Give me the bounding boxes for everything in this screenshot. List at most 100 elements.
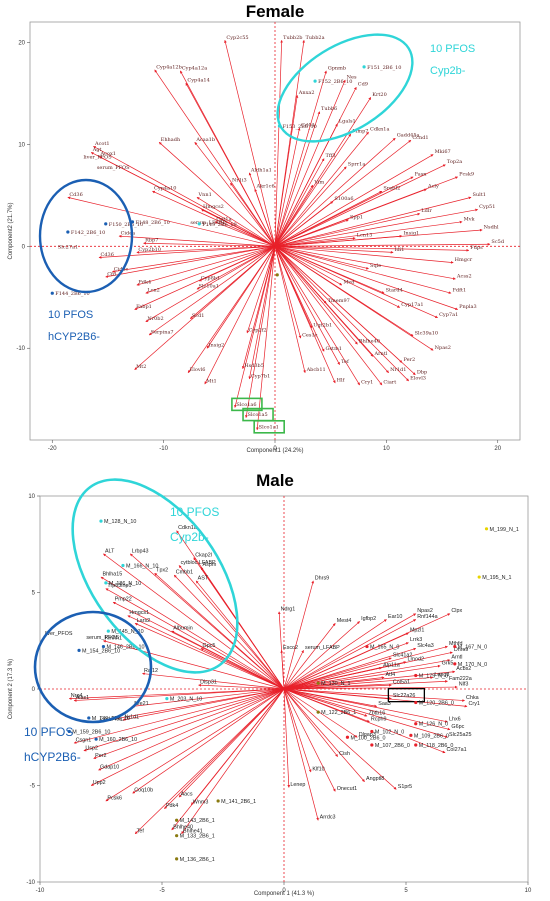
loading-arrow [196,197,276,247]
variable-label: Acly [427,184,439,190]
loading-arrow [274,131,369,247]
sample-label: M_145_N_10 [111,629,143,635]
loading-arrow [274,236,356,247]
variable-label: Vnn1 [198,192,212,198]
variable-label: Arrdc3 [320,815,336,821]
variable-label: Hmgcs1 [129,610,149,616]
y-tick-label: -10 [16,346,25,352]
loading-arrow [105,588,285,690]
sample-label: M_102_N_0 [375,729,404,735]
variable-label: Tef [341,359,350,365]
loading-arrow [274,166,347,247]
y-axis-label: Component 2 (17.3 %) [8,659,14,719]
loading-arrow [100,576,285,690]
loading-arrow [283,619,417,690]
variable-label: Csgn1 [76,738,92,744]
variable-label: Tubb2b [283,35,302,41]
sample-label: M_179_N_0 [419,673,448,679]
variable-label: Coq10b [134,788,153,794]
loading-arrow [103,553,285,690]
sample-label: M_133_2B6_1 [180,834,215,840]
variable-label: Mvd [343,280,355,286]
variable-label: Nr1d1 [124,714,139,720]
variable-label: Igfbp2 [361,616,376,622]
variable-label: Scd1 [192,313,205,319]
sample-point [99,519,103,523]
variable-label: Slco1a5 [248,412,268,418]
sample-label: M_167_N_0 [458,645,487,651]
variable-label: Rcph9 [371,716,387,722]
variable-label: Lmod2 [408,656,424,662]
variable-label: Elovl3 [410,375,426,381]
loading-arrow [67,196,276,247]
variable-label: Stard4 [386,288,403,294]
variable-label: Nr1i3 [232,178,247,184]
variable-label: serum_LFABP [305,645,340,651]
loading-arrow [105,245,276,278]
variable-label: Insig1 [403,231,419,237]
variable-label: Lgals1 [339,118,356,124]
variable-label: Cyp4a12a [182,65,207,71]
sample-label: M_165_N_0 [370,645,399,651]
loading-arrow [274,245,385,294]
sample-label: M_120_2B6_0 [419,701,454,707]
x-tick-label: 10 [383,446,390,452]
variable-label: serum_LFABP [190,220,226,226]
group-annotation: 10 PFOS [430,43,475,55]
loading-arrow [154,572,285,690]
loading-arrow [274,246,434,351]
sample-label: M_122_2B6_1 [321,710,356,716]
variable-label: Hmgcr [455,257,473,263]
loading-arrow [198,245,276,282]
variable-label: Zbtb16 [368,711,385,717]
loading-arrow [283,688,446,754]
sample-point [275,273,279,277]
variable-label: Upp2 [93,780,106,786]
loading-arrow [274,97,372,247]
loading-arrow [283,688,448,723]
loading-arrow [283,651,453,690]
loading-arrow [158,141,276,247]
variable-label: Gpc5 [203,643,216,649]
loading-arrow [118,234,276,247]
variable-label: Ear10 [388,614,402,620]
loading-arrow [136,245,276,254]
sample-point [414,700,418,705]
loading-arrow [134,623,285,690]
variable-label: cytbloc.LFABP [181,560,216,566]
variable-label: Krt20 [372,92,387,98]
variable-label: Cyp4a12b [156,64,182,70]
variable-label: Tubb2a [305,35,324,41]
loading-arrow [274,246,302,339]
sample-label: F151_2B6_10 [367,65,401,71]
sample-label: F149_2B6_10 [202,222,236,228]
loading-arrow [194,141,276,247]
variable-label: Bhlhe41 [183,828,203,834]
sample-point [453,662,457,666]
loading-arrow [283,685,458,690]
loading-arrow [132,688,285,794]
variable-label: Nr0b2 [147,316,163,322]
loading-arrow [283,580,315,690]
variable-label: Atf4 [386,672,396,678]
variable-label: serum_PFOS [97,165,130,171]
loading-arrow [283,688,397,790]
x-tick-label: 10 [525,888,532,894]
variable-label: Serpina7 [151,329,174,335]
variable-label: Per2 [403,357,415,363]
loading-arrow [274,79,346,247]
y-tick-label: -5 [30,784,36,790]
loading-arrow [187,246,276,374]
variable-label: Vim [313,180,324,186]
loading-arrow [283,679,448,690]
sample-point [414,722,418,726]
variable-label: Slc10a1 [199,284,219,290]
male-pca-biplot: -10 -5 0 5 10 -10 -5 0 5 10 Component 1 (41.3 %) Co… [8,478,532,897]
loading-arrow [142,672,285,690]
variable-label: Cry1 [469,701,480,707]
sample-label: M_195_N_1 [482,575,511,581]
variable-label: Ndrg1 [281,606,296,612]
x-tick-label: -10 [159,446,168,452]
variable-label: Col27a1 [447,747,467,753]
variable-label: Mpzl1 [410,628,424,634]
